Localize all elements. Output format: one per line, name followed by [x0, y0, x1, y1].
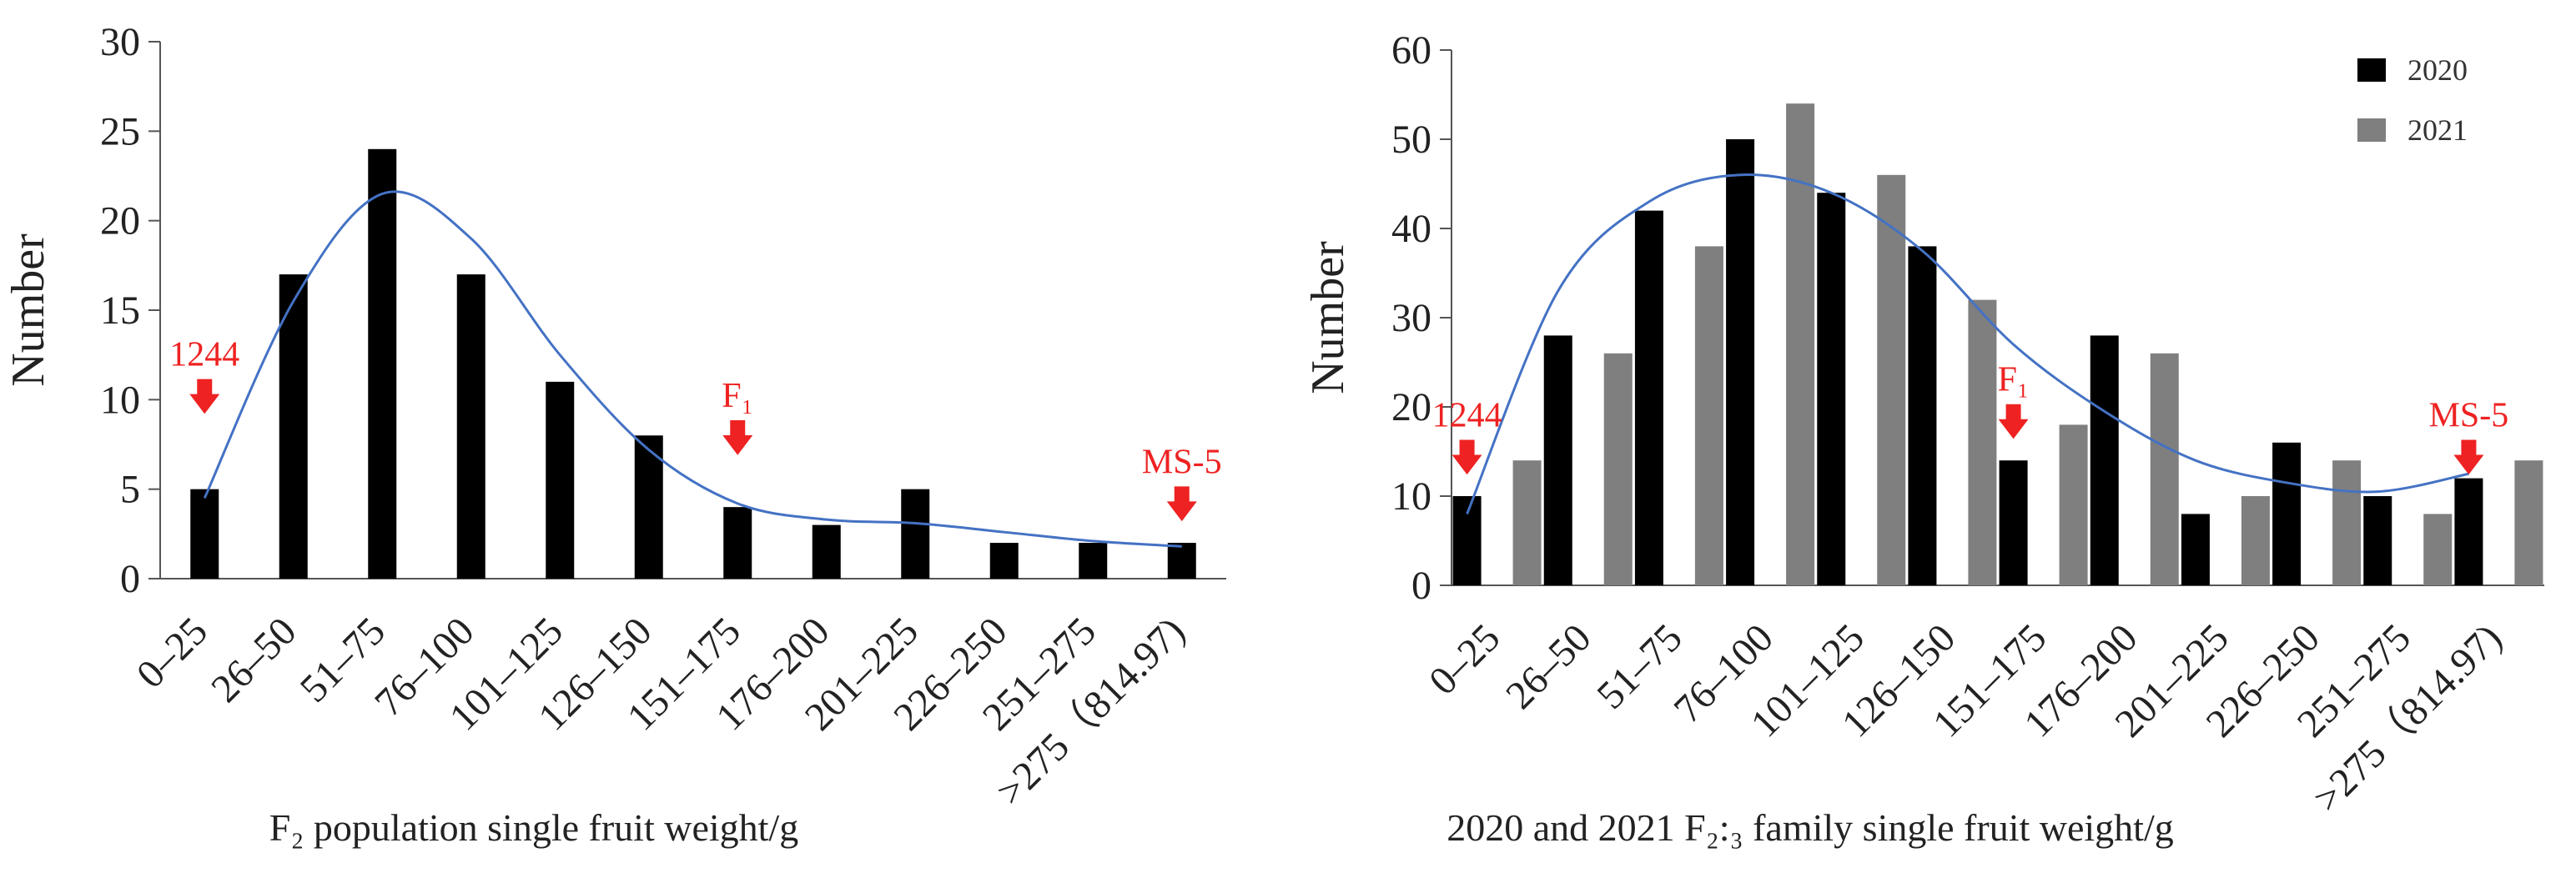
bar-f2 — [901, 489, 930, 579]
x-tick-label: 0–25 — [1421, 615, 1508, 703]
bar-2021 — [1877, 174, 1906, 586]
y-tick-label: 50 — [1391, 118, 1431, 162]
bar-f2 — [812, 524, 841, 579]
y-axis-title: Number — [1302, 241, 1354, 394]
trend-curve — [203, 190, 1182, 548]
bar-2021 — [2150, 353, 2179, 585]
bar-2020 — [2181, 514, 2210, 585]
y-tick-label: 0 — [120, 557, 140, 601]
bar-2021 — [2059, 424, 2088, 585]
bar-f2 — [368, 148, 397, 579]
red-arrow-icon — [189, 379, 220, 414]
legend-label: 2020 — [2407, 53, 2468, 87]
y-axis-title: Number — [3, 233, 54, 387]
x-tick-label: 26–50 — [1497, 615, 1599, 717]
y-tick-label: 40 — [1391, 207, 1431, 251]
bar-f2 — [1079, 543, 1108, 579]
bar-f2 — [634, 435, 663, 579]
bar-f2 — [989, 543, 1019, 579]
bar-2021 — [1968, 299, 1997, 585]
bar-2020 — [1726, 139, 1755, 585]
red-arrow-icon — [2453, 439, 2484, 475]
y-tick-label: 30 — [1391, 296, 1431, 340]
y-tick-label: 15 — [100, 288, 140, 333]
bar-2020 — [1452, 496, 1482, 585]
x-axis-title: F₂ population single fruit weight/g — [269, 806, 798, 849]
bar-2021 — [1512, 460, 1542, 585]
bar-f2 — [456, 274, 486, 579]
bar-2020 — [1999, 460, 2028, 585]
y-tick-label: 10 — [100, 378, 140, 422]
annotation-label: F₁ — [1998, 361, 2030, 399]
bar-2020 — [2363, 496, 2392, 585]
chart-f23-family: 01020304050600–2526–5051–7576–100101–125… — [1302, 28, 2544, 849]
y-tick-label: 0 — [1411, 564, 1431, 608]
bar-2020 — [2454, 478, 2483, 585]
annotation-label: 1244 — [1432, 397, 1502, 435]
bar-f2 — [190, 489, 219, 579]
x-tick-label: 0–25 — [128, 609, 216, 696]
x-axis-title: 2020 and 2021 F₂:₃ family single fruit w… — [1446, 806, 2173, 849]
bar-2020 — [1634, 210, 1663, 585]
y-tick-label: 60 — [1391, 28, 1431, 73]
annotation-label: MS-5 — [2429, 397, 2509, 435]
legend-swatch — [2357, 118, 2386, 142]
trend-curve — [1466, 173, 2469, 514]
red-arrow-icon — [1166, 486, 1197, 522]
legend-swatch — [2357, 58, 2386, 82]
bar-f2 — [279, 274, 308, 579]
red-arrow-icon — [1452, 439, 1482, 475]
y-tick-label: 5 — [120, 468, 140, 512]
y-tick-label: 30 — [100, 20, 140, 64]
bar-2020 — [1543, 335, 1572, 585]
bar-2020 — [1817, 193, 1846, 585]
red-arrow-icon — [722, 419, 753, 455]
bar-2021 — [1603, 353, 1633, 585]
bar-2021 — [2423, 514, 2453, 585]
bar-2020 — [1908, 246, 1937, 585]
y-tick-label: 25 — [100, 109, 140, 153]
bar-f2 — [723, 507, 752, 579]
bar-2020 — [2272, 442, 2302, 585]
bar-2021 — [2241, 496, 2270, 585]
annotation-label: F₁ — [722, 377, 753, 415]
red-arrow-icon — [1998, 404, 2029, 439]
annotation-label: 1244 — [169, 336, 239, 374]
bar-2021 — [1694, 246, 1723, 585]
bar-f2 — [546, 381, 575, 579]
bar-2020 — [2090, 335, 2119, 585]
annotation-label: MS-5 — [1142, 443, 1222, 481]
chart-f2-population: 0510152025300–2526–5051–7576–100101–1251… — [3, 20, 1226, 849]
legend-label: 2021 — [2407, 113, 2468, 147]
y-tick-label: 20 — [100, 199, 140, 243]
bar-2021 — [2332, 460, 2362, 585]
bar-2021 — [2514, 460, 2543, 585]
x-tick-label: 26–50 — [203, 609, 304, 710]
y-tick-label: 10 — [1391, 474, 1431, 519]
y-tick-label: 20 — [1391, 385, 1431, 429]
bar-f2 — [1167, 543, 1196, 579]
bar-2021 — [1786, 103, 1815, 585]
